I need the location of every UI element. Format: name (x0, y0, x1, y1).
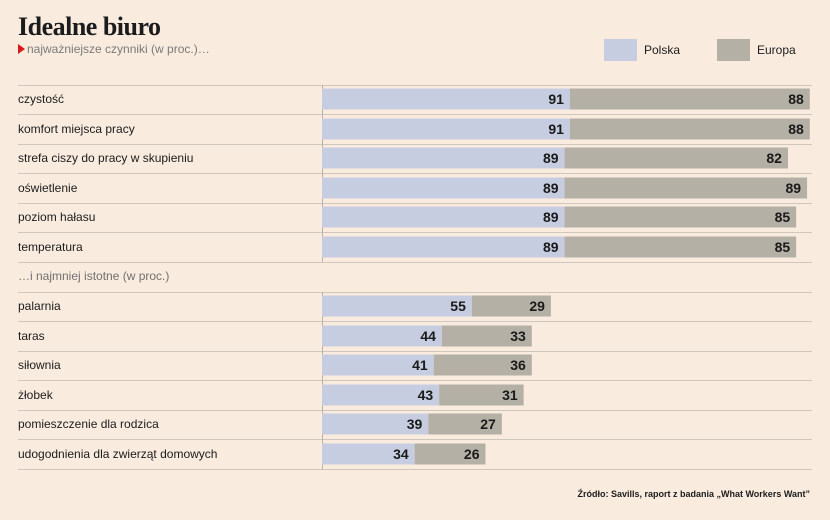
category-label: udogodnienia dla zwierząt domowych (18, 447, 218, 461)
category-label: taras (18, 329, 45, 343)
section-label-least-important: …i najmniej istotne (w proc.) (18, 269, 170, 283)
bar-polska (322, 325, 442, 347)
data-label-polska: 89 (543, 239, 559, 255)
data-label-polska: 55 (450, 298, 466, 314)
bar-polska (322, 118, 570, 140)
row-divider (18, 380, 812, 381)
bar-europa (564, 147, 788, 169)
data-label-polska: 34 (393, 446, 409, 462)
subtitle-text: najważniejsze czynniki (w proc.)… (27, 42, 210, 56)
bar-europa (433, 354, 532, 376)
row-divider (18, 351, 812, 352)
bar-polska (322, 88, 570, 110)
category-label: temperatura (18, 240, 83, 254)
bar-polska (322, 295, 472, 317)
bar-polska (322, 147, 565, 169)
row-divider (18, 439, 812, 440)
data-label-polska: 91 (548, 91, 564, 107)
category-label: poziom hałasu (18, 210, 96, 224)
bar-polska (322, 177, 565, 199)
category-label: czystość (18, 92, 65, 106)
triangle-marker-icon (18, 44, 25, 54)
chart-title: Idealne biuro (18, 12, 161, 41)
legend-label-polska: Polska (644, 43, 681, 57)
category-label: palarnia (18, 299, 61, 313)
bar-europa (441, 325, 532, 347)
data-label-polska: 91 (548, 121, 564, 137)
data-label-europa: 27 (480, 416, 496, 432)
bar-polska (322, 413, 429, 435)
legend-item-europa: Europa (717, 39, 796, 61)
data-label-polska: 39 (407, 416, 423, 432)
row-divider (18, 410, 812, 411)
row-divider (18, 203, 812, 204)
data-label-europa: 31 (502, 387, 518, 403)
data-label-europa: 85 (775, 209, 791, 225)
row-divider (18, 262, 812, 263)
category-label: oświetlenie (18, 181, 78, 195)
legend-item-polska: Polska (604, 39, 680, 61)
chart-subtitle: najważniejsze czynniki (w proc.)… (18, 42, 210, 56)
bar-europa (428, 413, 502, 435)
data-label-polska: 89 (543, 150, 559, 166)
data-label-polska: 89 (543, 209, 559, 225)
data-label-polska: 44 (420, 328, 436, 344)
bar-polska (322, 384, 440, 406)
bar-europa (564, 206, 797, 228)
bar-europa (564, 236, 797, 258)
source-note: Źródło: Savills, raport z badania „What … (577, 489, 810, 499)
bar-polska (322, 354, 434, 376)
row-divider (18, 173, 812, 174)
data-label-europa: 88 (788, 91, 804, 107)
row-divider (18, 144, 812, 145)
row-divider (18, 292, 812, 293)
data-label-polska: 41 (412, 357, 428, 373)
bar-europa (569, 118, 810, 140)
category-label: pomieszczenie dla rodzica (18, 417, 159, 431)
data-label-europa: 85 (775, 239, 791, 255)
data-label-europa: 82 (766, 150, 782, 166)
legend-swatch-polska (604, 39, 637, 61)
legend-label-europa: Europa (757, 43, 796, 57)
bar-polska (322, 206, 565, 228)
bar-polska (322, 236, 565, 258)
data-label-europa: 89 (785, 180, 801, 196)
bar-europa (569, 88, 810, 110)
row-divider (18, 232, 812, 233)
bar-europa (564, 177, 808, 199)
axis-line (322, 292, 323, 469)
data-label-europa: 36 (510, 357, 526, 373)
axis-line (322, 85, 323, 262)
data-label-europa: 88 (788, 121, 804, 137)
data-label-polska: 43 (418, 387, 434, 403)
legend-swatch-europa (717, 39, 750, 61)
row-divider (18, 114, 812, 115)
row-divider (18, 85, 812, 86)
category-label: komfort miejsca pracy (18, 122, 135, 136)
data-label-europa: 26 (464, 446, 480, 462)
category-label: strefa ciszy do pracy w skupieniu (18, 151, 194, 165)
data-label-polska: 89 (543, 180, 559, 196)
row-divider (18, 321, 812, 322)
category-label: żłobek (18, 388, 53, 402)
bar-polska (322, 443, 415, 465)
bar-europa (471, 295, 551, 317)
bar-europa (439, 384, 524, 406)
data-label-europa: 29 (529, 298, 545, 314)
category-label: siłownia (18, 358, 61, 372)
row-divider (18, 469, 812, 470)
bar-europa (414, 443, 486, 465)
data-label-europa: 33 (510, 328, 526, 344)
